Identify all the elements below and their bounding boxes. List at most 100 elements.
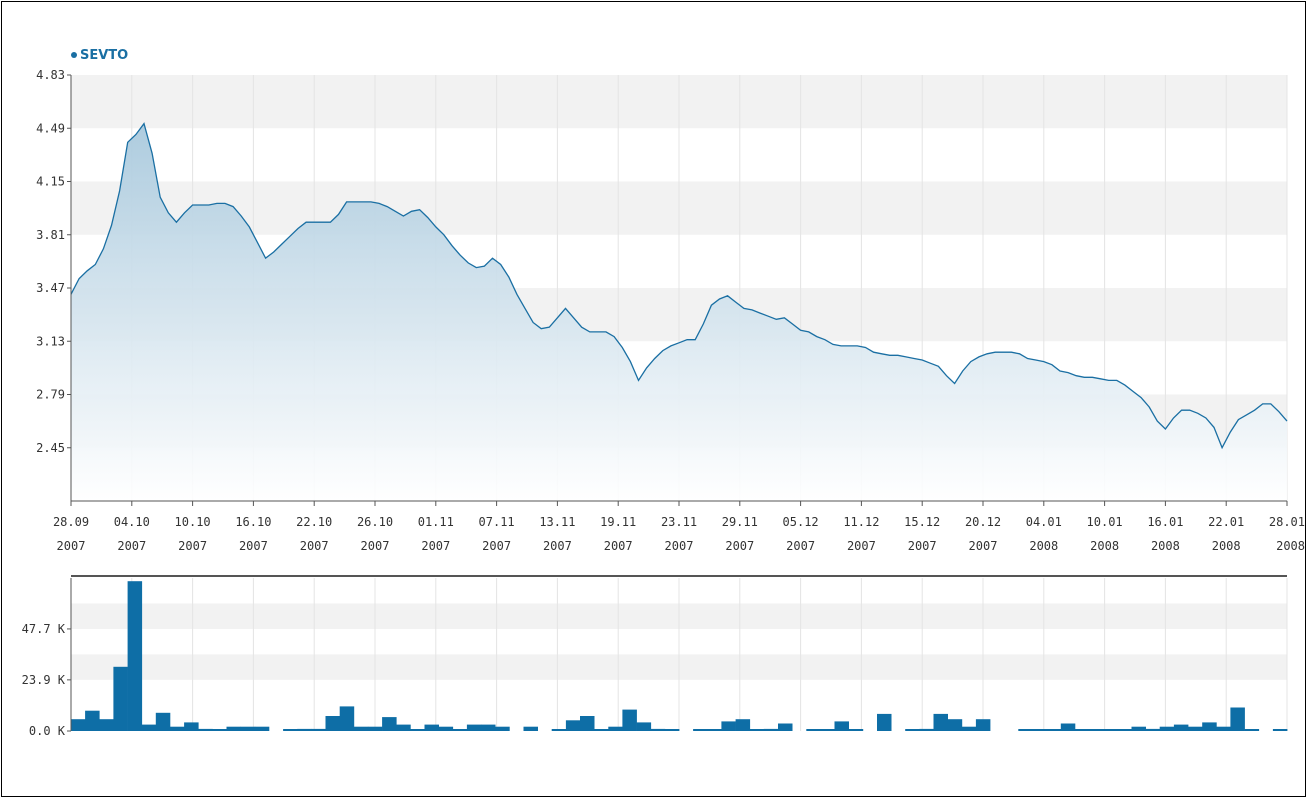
volume-bar — [1216, 726, 1231, 731]
x-tick-year: 2007 — [361, 539, 390, 553]
legend-label: SEVTO — [80, 48, 128, 63]
x-tick-label: 23.11 — [661, 515, 697, 529]
volume-bar — [975, 719, 991, 731]
x-tick-year: 2007 — [786, 539, 815, 553]
x-tick-year: 2008 — [1151, 539, 1180, 553]
y-tick-label: 3.81 — [36, 228, 65, 242]
volume-bar — [664, 729, 680, 731]
volume-bar — [523, 726, 538, 731]
volume-y-tick-label: 0.0 K — [29, 724, 66, 738]
volume-bar — [452, 729, 468, 731]
volume-bar — [1272, 729, 1288, 731]
x-tick-label: 04.01 — [1026, 515, 1062, 529]
volume-bar — [834, 721, 849, 731]
volume-bar — [650, 728, 666, 731]
volume-bar — [594, 729, 609, 731]
volume-bar — [608, 726, 623, 731]
volume-bar — [1188, 726, 1203, 731]
volume-bar — [1173, 724, 1189, 731]
x-tick-label: 22.10 — [296, 515, 332, 529]
volume-bar — [113, 666, 128, 731]
volume-bar — [1074, 729, 1090, 731]
volume-bar — [961, 726, 977, 731]
volume-bar — [1202, 722, 1217, 731]
x-tick-label: 13.11 — [539, 515, 575, 529]
x-tick-label: 15.12 — [904, 515, 940, 529]
volume-bar — [170, 726, 185, 731]
price-x-axis: 28.09 2007 04.10 2007 10.10 2007 16.10 2007 22.1… — [53, 500, 1305, 553]
x-tick-label: 10.01 — [1087, 515, 1123, 529]
volume-bar — [919, 728, 934, 731]
x-tick-year: 2007 — [482, 539, 511, 553]
volume-bar — [240, 726, 256, 731]
volume-bar — [339, 706, 355, 731]
volume-y-tick-label: 47.7 K — [22, 622, 66, 636]
y-tick-label: 3.13 — [36, 334, 65, 348]
x-tick-year: 2007 — [969, 539, 998, 553]
x-tick-label: 10.10 — [175, 515, 211, 529]
x-tick-label: 19.11 — [600, 515, 636, 529]
volume-y-tick-label: 23.9 K — [22, 673, 66, 687]
volume-bars — [71, 581, 1288, 731]
x-tick-year: 2007 — [665, 539, 694, 553]
volume-bar — [707, 729, 722, 731]
volume-bar — [806, 729, 821, 731]
x-tick-year: 2007 — [117, 539, 146, 553]
volume-bar — [622, 709, 637, 731]
volume-bar — [933, 713, 948, 731]
x-tick-label: 28.09 — [53, 515, 89, 529]
legend: SEVTO — [71, 48, 128, 63]
y-tick-label: 2.79 — [36, 388, 65, 402]
x-tick-label: 29.11 — [722, 515, 758, 529]
x-tick-label: 16.10 — [235, 515, 271, 529]
x-tick-label: 26.10 — [357, 515, 393, 529]
volume-bar — [1159, 726, 1175, 731]
volume-bar — [367, 726, 383, 731]
x-tick-year: 2007 — [178, 539, 207, 553]
volume-bar — [721, 721, 736, 731]
volume-bar — [1032, 729, 1047, 731]
volume-bar — [636, 722, 652, 731]
volume-bar — [778, 723, 793, 731]
volume-bar — [325, 716, 340, 731]
x-tick-label: 20.12 — [965, 515, 1001, 529]
x-tick-label: 04.10 — [114, 515, 150, 529]
volume-bar — [254, 726, 270, 731]
x-tick-year: 2007 — [57, 539, 86, 553]
x-tick-label: 28.01 — [1269, 515, 1305, 529]
volume-bar — [283, 729, 298, 731]
volume-bar — [848, 729, 864, 731]
volume-bar — [85, 710, 100, 731]
x-tick-year: 2007 — [300, 539, 329, 553]
price-y-axis: 4.83 4.49 4.15 3.81 3.47 3.13 2.79 2.45 — [36, 68, 72, 501]
volume-bar — [1131, 726, 1146, 731]
legend-marker — [71, 52, 77, 58]
volume-bar — [495, 726, 510, 731]
volume-bar — [1103, 729, 1118, 731]
volume-bar — [410, 729, 425, 731]
x-tick-year: 2007 — [421, 539, 450, 553]
volume-bar — [155, 712, 171, 731]
x-tick-year: 2007 — [725, 539, 754, 553]
volume-bar — [212, 729, 227, 731]
volume-bar — [947, 719, 963, 731]
volume-bar — [551, 729, 567, 731]
volume-bar — [1117, 729, 1132, 731]
volume-bar — [396, 724, 411, 731]
x-tick-year: 2008 — [1212, 539, 1241, 553]
volume-bar — [1060, 723, 1076, 731]
x-tick-year: 2008 — [1029, 539, 1058, 553]
volume-bar — [297, 728, 312, 731]
volume-bar — [763, 728, 779, 731]
x-tick-label: 05.12 — [783, 515, 819, 529]
x-tick-label: 07.11 — [479, 515, 515, 529]
volume-bar — [877, 713, 892, 731]
x-tick-year: 2007 — [908, 539, 937, 553]
volume-bar — [693, 729, 708, 731]
volume-bar — [1145, 728, 1161, 731]
volume-bar — [1089, 729, 1104, 731]
volume-bar — [1046, 729, 1062, 731]
volume-bar — [99, 719, 114, 731]
volume-bar — [905, 729, 920, 731]
